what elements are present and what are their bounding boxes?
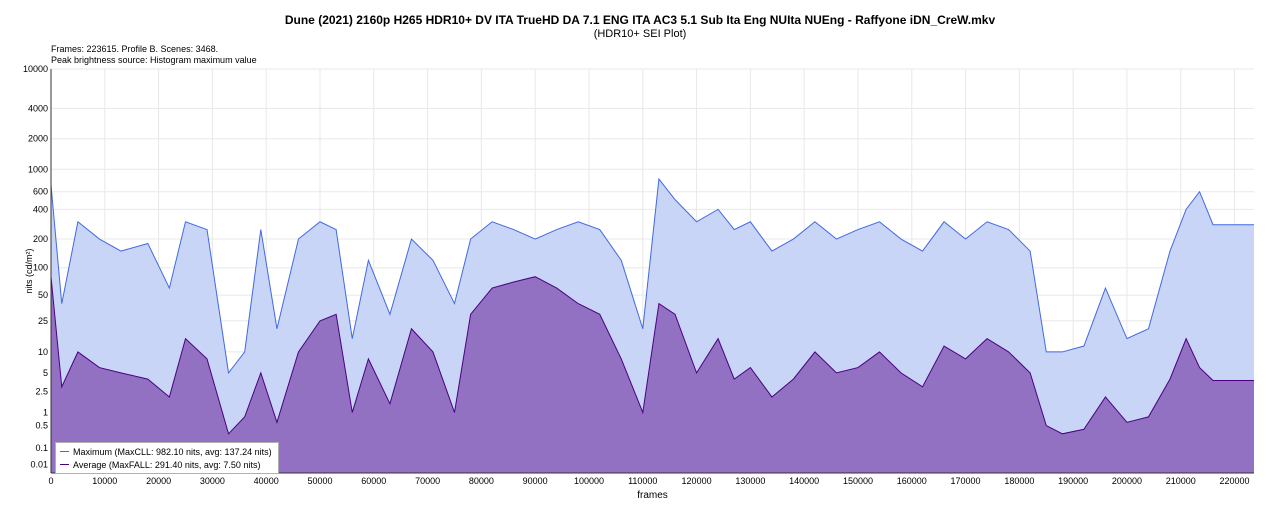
y-tick-label: 5 [43, 368, 48, 378]
y-tick-label: 1 [43, 407, 48, 417]
series-line-average [50, 276, 1254, 435]
x-tick-label: 160000 [897, 476, 927, 486]
peak-source-info: Peak brightness source: Histogram maximu… [51, 55, 257, 65]
x-tick-label: 70000 [415, 476, 440, 486]
x-tick-label: 110000 [628, 476, 657, 486]
x-tick-label: 80000 [469, 476, 494, 486]
series-area-average [51, 276, 1254, 473]
x-tick-label: 200000 [1112, 476, 1142, 486]
y-tick-label: 10 [38, 347, 48, 357]
x-tick-label: 20000 [146, 476, 171, 486]
y-tick-label: 10000 [23, 64, 48, 74]
x-tick-label: 30000 [200, 476, 225, 486]
x-tick-label: 190000 [1058, 476, 1088, 486]
x-tick-label: 120000 [682, 476, 712, 486]
y-tick-label: 100 [33, 263, 48, 273]
legend: Maximum (MaxCLL: 982.10 nits, avg: 137.2… [55, 442, 279, 474]
x-tick-label: 210000 [1166, 476, 1196, 486]
legend-item-average: Average (MaxFALL: 291.40 nits, avg: 7.50… [60, 458, 272, 471]
series-line-maximum [50, 177, 1254, 375]
x-tick-label: 150000 [843, 476, 873, 486]
x-tick-label: 140000 [789, 476, 819, 486]
x-tick-label: 100000 [574, 476, 604, 486]
chart-title: Dune (2021) 2160p H265 HDR10+ DV ITA Tru… [284, 13, 996, 27]
legend-label-maximum: Maximum (MaxCLL: 982.10 nits, avg: 137.2… [73, 446, 272, 457]
y-tick-label: 0.01 [30, 459, 48, 469]
x-tick-label: 170000 [951, 476, 981, 486]
frames-info: Frames: 223615. Profile B. Scenes: 3468. [51, 44, 219, 54]
y-tick-label: 400 [33, 204, 48, 214]
y-tick-label: 25 [38, 316, 48, 326]
legend-swatch-average [60, 464, 69, 465]
x-tick-label: 220000 [1220, 476, 1250, 486]
y-tick-label: 50 [38, 290, 48, 300]
y-tick-label: 600 [33, 187, 48, 197]
x-tick-label: 90000 [523, 476, 548, 486]
x-tick-label: 0 [48, 476, 53, 486]
x-tick-label: 130000 [735, 476, 765, 486]
x-tick-label: 40000 [254, 476, 279, 486]
legend-label-average: Average (MaxFALL: 291.40 nits, avg: 7.50… [73, 459, 261, 470]
y-tick-label: 2.5 [35, 386, 48, 396]
y-tick-label: 2000 [28, 134, 48, 144]
legend-item-maximum: Maximum (MaxCLL: 982.10 nits, avg: 137.2… [60, 445, 272, 458]
y-tick-label: 0.1 [35, 443, 48, 453]
x-tick-label: 180000 [1004, 476, 1034, 486]
legend-swatch-maximum [60, 451, 69, 452]
x-tick-label: 60000 [361, 476, 386, 486]
y-tick-label: 4000 [28, 103, 48, 113]
x-tick-label: 50000 [307, 476, 332, 486]
y-tick-label: 200 [33, 234, 48, 244]
chart-subtitle: (HDR10+ SEI Plot) [593, 28, 687, 40]
x-axis-label: frames [637, 490, 668, 501]
y-axis-label: nits (cd/m²) [24, 248, 34, 293]
x-tick-label: 10000 [92, 476, 117, 486]
y-tick-label: 1000 [28, 164, 48, 174]
y-tick-label: 0.5 [35, 421, 48, 431]
